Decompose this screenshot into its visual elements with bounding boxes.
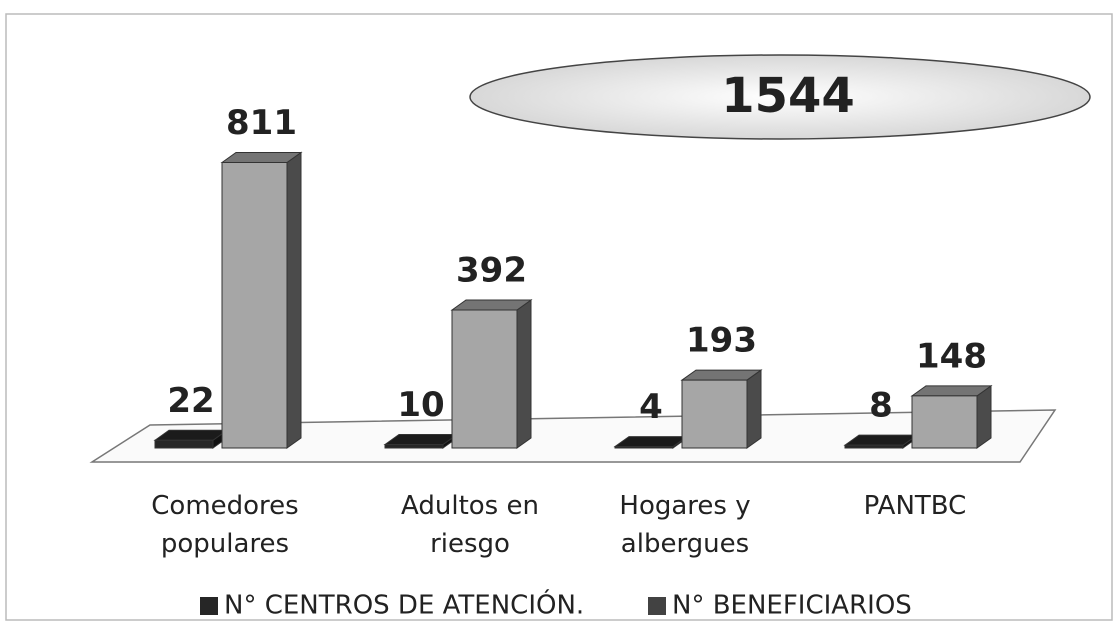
bar <box>220 151 303 449</box>
category-label: Comedores populares <box>151 491 299 559</box>
data-label: 193 <box>686 321 757 361</box>
legend-swatch <box>648 597 666 615</box>
data-label: 811 <box>226 103 297 143</box>
bar-top <box>910 385 993 397</box>
bar <box>680 369 763 449</box>
bar-top <box>680 369 763 381</box>
bar <box>843 434 919 449</box>
bar-front <box>681 379 748 449</box>
bar-front <box>154 439 214 449</box>
bar <box>153 429 229 449</box>
data-label: 392 <box>456 251 527 291</box>
bar-top <box>450 299 533 311</box>
bar-side <box>286 151 302 449</box>
bar-front <box>911 395 978 449</box>
legend-label: N° CENTROS DE ATENCIÓN. <box>224 589 584 621</box>
bar-side <box>516 299 532 449</box>
data-label: 4 <box>639 387 663 427</box>
bar-front <box>221 162 288 449</box>
bar <box>383 433 459 449</box>
chart-border <box>5 13 1113 621</box>
category-label: Hogares y albergues <box>619 491 751 559</box>
data-label: 148 <box>916 336 987 376</box>
data-label: 10 <box>397 385 444 425</box>
annotation: 1544 <box>721 68 855 124</box>
annotation-ellipse <box>469 54 1091 140</box>
category-label: PANTBC <box>863 491 967 521</box>
bar-front <box>451 309 518 449</box>
data-label: 22 <box>167 381 214 421</box>
bar <box>613 435 689 449</box>
bar <box>910 384 993 449</box>
bar-side <box>746 369 762 449</box>
legend-swatch <box>200 597 218 615</box>
data-label: 8 <box>869 386 893 426</box>
legend-label: N° BENEFICIARIOS <box>672 591 912 621</box>
bar-front <box>844 444 904 449</box>
bar-front <box>384 443 444 449</box>
bar-side <box>976 384 992 449</box>
bar-front <box>614 446 674 449</box>
bar-top <box>220 152 303 164</box>
bar <box>450 299 533 449</box>
category-label: Adultos en riesgo <box>401 491 539 559</box>
